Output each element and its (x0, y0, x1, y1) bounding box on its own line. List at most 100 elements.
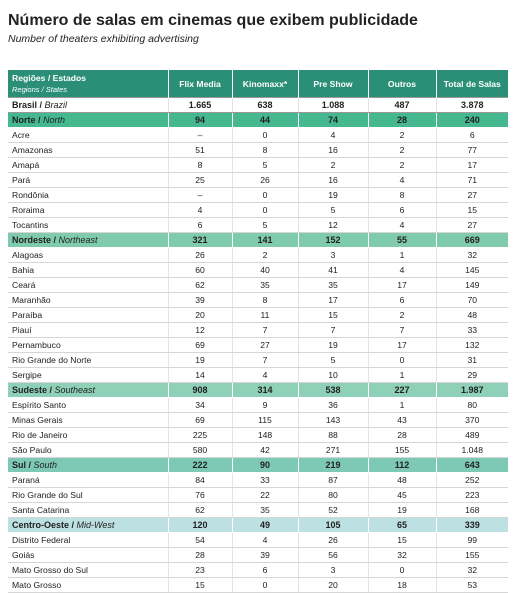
cell: 84 (167, 472, 232, 488)
cell: 8 (167, 157, 232, 173)
cell: 141 (231, 232, 298, 248)
state-name: Rio Grande do Norte (8, 352, 168, 368)
cell: 2 (297, 157, 368, 173)
state-row: Amazonas 51 8 16 2 77 (8, 142, 508, 158)
cell: 4 (367, 262, 436, 278)
region-row: Centro-Oeste / Mid-West 120 49 105 65 339 (8, 517, 508, 533)
cell: 23 (167, 562, 232, 578)
state-name: Piauí (8, 322, 168, 338)
region-row: Sudeste / Southeast 908 314 538 227 1.987 (8, 382, 508, 398)
cell: 5 (297, 202, 368, 218)
cell: 35 (297, 277, 368, 293)
cell: 148 (231, 427, 298, 443)
row-label-pt: Brasil / (12, 100, 43, 110)
cell: 4 (167, 202, 232, 218)
cell: 3 (297, 247, 368, 263)
region-row: Nordeste / Northeast 321 141 152 55 669 (8, 232, 508, 248)
state-row: Paraíba 20 11 15 2 48 (8, 307, 508, 323)
state-row: Pará 25 26 16 4 71 (8, 172, 508, 188)
cell: 27 (435, 187, 508, 203)
cell: 219 (297, 457, 368, 473)
state-row: Pernambuco 69 27 19 17 132 (8, 337, 508, 353)
cell: 17 (297, 292, 368, 308)
state-name: Maranhão (8, 292, 168, 308)
state-name: Acre (8, 127, 168, 143)
row-label: Norte / North (8, 112, 168, 128)
cell: 6 (231, 562, 298, 578)
row-label-pt: Centro-Oeste / (12, 520, 75, 530)
cell: 20 (167, 307, 232, 323)
state-name: Sergipe (8, 367, 168, 383)
cell: 1 (367, 247, 436, 263)
state-row: Goiás 28 39 56 32 155 (8, 547, 508, 563)
cell: 41 (297, 262, 368, 278)
cell: 4 (367, 172, 436, 188)
state-row: Rio Grande do Sul 76 22 80 45 223 (8, 487, 508, 503)
cell: 19 (167, 352, 232, 368)
cell: 145 (435, 262, 508, 278)
row-label-pt: Nordeste / (12, 235, 57, 245)
cell: 40 (231, 262, 298, 278)
cell: 19 (367, 502, 436, 518)
state-name: Pará (8, 172, 168, 188)
cell: 1.088 (297, 97, 368, 113)
cell: 1.048 (435, 442, 508, 458)
state-name: Amapá (8, 157, 168, 173)
cell: 1.665 (167, 97, 232, 113)
cell: 26 (231, 172, 298, 188)
cell: 19 (297, 337, 368, 353)
cell: 31 (435, 352, 508, 368)
cell: 94 (167, 112, 232, 128)
page: Número de salas em cinemas que exibem pu… (8, 12, 508, 593)
cell: 4 (297, 127, 368, 143)
state-row: Rio de Janeiro 225 148 88 28 489 (8, 427, 508, 443)
cell: 0 (367, 352, 436, 368)
row-header-label-en: Regions / States (12, 84, 68, 94)
cell: 638 (231, 97, 298, 113)
row-label: Centro-Oeste / Mid-West (8, 517, 168, 533)
cell: 34 (167, 397, 232, 413)
cell: 90 (231, 457, 298, 473)
cell: 60 (167, 262, 232, 278)
cell: 10 (297, 367, 368, 383)
cell: 62 (167, 502, 232, 518)
state-name: Paraíba (8, 307, 168, 323)
row-label-en: South (33, 460, 58, 470)
cell: 538 (297, 382, 368, 398)
cell: 9 (231, 397, 298, 413)
cell: 908 (167, 382, 232, 398)
cell: 56 (297, 547, 368, 563)
state-name: Tocantins (8, 217, 168, 233)
cell: 168 (435, 502, 508, 518)
cell: 80 (297, 487, 368, 503)
cell: 321 (167, 232, 232, 248)
cell: 16 (297, 172, 368, 188)
column-header: Outros (367, 70, 436, 98)
state-row: Alagoas 26 2 3 1 32 (8, 247, 508, 263)
cell: 271 (297, 442, 368, 458)
cell: 19 (297, 187, 368, 203)
column-header: Total de Salas (435, 70, 508, 98)
state-name: Rio Grande do Sul (8, 487, 168, 503)
cell: 4 (231, 532, 298, 548)
cell: 25 (167, 172, 232, 188)
state-row: Roraima 4 0 5 6 15 (8, 202, 508, 218)
cell: 36 (297, 397, 368, 413)
state-row: Bahia 60 40 41 4 145 (8, 262, 508, 278)
cell: 74 (297, 112, 368, 128)
cell: 69 (167, 412, 232, 428)
row-label-en: Mid-West (76, 520, 115, 530)
row-label-en: North (43, 115, 66, 125)
state-row: Rio Grande do Norte 19 7 5 0 31 (8, 352, 508, 368)
cell: 1 (367, 367, 436, 383)
cell: 5 (297, 352, 368, 368)
row-label-pt: Norte / (12, 115, 41, 125)
state-name: São Paulo (8, 442, 168, 458)
cell: 6 (435, 127, 508, 143)
cell: 32 (435, 562, 508, 578)
cell: 80 (435, 397, 508, 413)
row-label-en: Northeast (58, 235, 98, 245)
cell: 6 (167, 217, 232, 233)
cell: – (167, 127, 232, 143)
cell: 643 (435, 457, 508, 473)
